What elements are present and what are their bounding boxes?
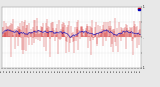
Legend: , : , bbox=[138, 8, 140, 10]
